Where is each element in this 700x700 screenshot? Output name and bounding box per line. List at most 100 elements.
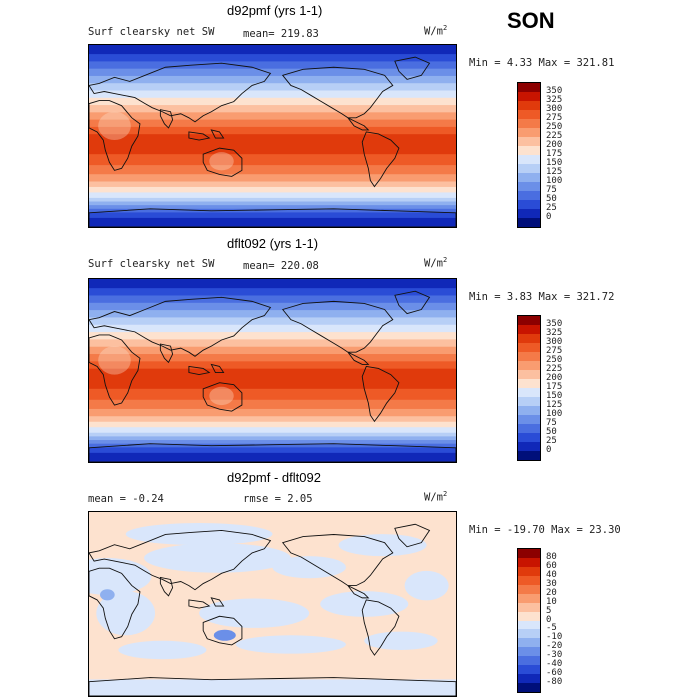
panel-1-title: d92pmf (yrs 1-1): [227, 3, 323, 18]
colorbar-tick-label: 20: [546, 587, 557, 598]
panel-3-map: [88, 511, 457, 697]
colorbar-swatch: [518, 584, 540, 594]
panel-3-mean: mean = -0.24: [88, 493, 164, 505]
panel-2-map: [88, 278, 457, 463]
colorbar-swatch: [518, 191, 540, 200]
colorbar-tick-label: 25: [546, 436, 557, 446]
colorbar-swatch: [518, 110, 540, 119]
colorbar-tick-label: 60: [546, 560, 557, 571]
colorbar-swatch: [518, 433, 540, 442]
colorbar-tick-label: 275: [546, 113, 563, 123]
colorbar-tick-label: -80: [546, 677, 563, 688]
colorbar-tick-label: 325: [546, 328, 563, 338]
panel-2-title: dflt092 (yrs 1-1): [227, 236, 319, 251]
colorbar-swatch: [518, 602, 540, 612]
colorbar-tick-label: 225: [546, 364, 563, 374]
colorbar-swatch: [518, 424, 540, 433]
colorbar-tick-label: 5: [546, 605, 552, 616]
colorbar-tick-label: 30: [546, 578, 557, 589]
colorbar-swatch: [518, 406, 540, 415]
colorbar-tick-label: 250: [546, 355, 563, 365]
colorbar-tick-label: 200: [546, 373, 563, 383]
colorbar-tick-label: 75: [546, 418, 557, 428]
panel-1-variable-label: Surf clearsky net SW: [88, 26, 215, 38]
colorbar-tick-label: -60: [546, 668, 563, 679]
colorbar-swatch: [518, 343, 540, 352]
panel-1-colorbar: [517, 82, 541, 228]
colorbar-tick-label: 0: [546, 614, 552, 625]
panel-1-minmax: Min = 4.33 Max = 321.81: [469, 57, 615, 69]
colorbar-tick-label: 100: [546, 409, 563, 419]
colorbar-swatch: [518, 200, 540, 209]
colorbar-tick-label: 150: [546, 391, 563, 401]
colorbar-swatch: [518, 128, 540, 137]
colorbar-tick-label: -5: [546, 623, 557, 634]
colorbar-swatch: [518, 334, 540, 343]
colorbar-swatch: [518, 557, 540, 567]
colorbar-tick-label: -40: [546, 659, 563, 670]
colorbar-tick-label: 75: [546, 185, 557, 195]
panel-1-mean: mean= 219.83: [243, 28, 319, 40]
panel-2-minmax: Min = 3.83 Max = 321.72: [469, 291, 615, 303]
colorbar-tick-label: 50: [546, 194, 557, 204]
colorbar-swatch: [518, 656, 540, 666]
colorbar-tick-label: 50: [546, 427, 557, 437]
colorbar-swatch: [518, 352, 540, 361]
colorbar-swatch: [518, 388, 540, 397]
colorbar-swatch: [518, 209, 540, 218]
colorbar-tick-label: 250: [546, 122, 563, 132]
colorbar-tick-label: 80: [546, 551, 557, 562]
panel-3-minmax: Min = -19.70 Max = 23.30: [469, 524, 621, 536]
colorbar-tick-label: 175: [546, 149, 563, 159]
colorbar-swatch: [518, 146, 540, 155]
colorbar-tick-label: 125: [546, 400, 563, 410]
colorbar-swatch: [518, 611, 540, 621]
colorbar-tick-label: -30: [546, 650, 563, 661]
colorbar-tick-label: 275: [546, 346, 563, 356]
panel-3-title: d92pmf - dflt092: [227, 470, 321, 485]
panel-3-units: W/m2: [424, 490, 448, 504]
colorbar-swatch: [518, 674, 540, 684]
colorbar-swatch: [518, 182, 540, 191]
colorbar-swatch: [518, 316, 540, 325]
colorbar-tick-label: 0: [546, 212, 552, 222]
panel-2-variable-label: Surf clearsky net SW: [88, 258, 215, 270]
panel-3-colorbar: [517, 548, 541, 693]
colorbar-swatch: [518, 665, 540, 675]
colorbar-swatch: [518, 361, 540, 370]
panel-1-map: [88, 44, 457, 228]
colorbar-tick-label: 10: [546, 596, 557, 607]
colorbar-swatch: [518, 647, 540, 657]
panel-2-colorbar: [517, 315, 541, 461]
colorbar-swatch: [518, 415, 540, 424]
colorbar-tick-label: 350: [546, 86, 563, 96]
colorbar-swatch: [518, 218, 540, 227]
colorbar-swatch: [518, 683, 540, 692]
colorbar-swatch: [518, 325, 540, 334]
colorbar-swatch: [518, 137, 540, 146]
colorbar-tick-label: 125: [546, 167, 563, 177]
colorbar-swatch: [518, 549, 540, 558]
colorbar-swatch: [518, 442, 540, 451]
colorbar-swatch: [518, 593, 540, 603]
colorbar-tick-label: 225: [546, 131, 563, 141]
colorbar-tick-label: -20: [546, 641, 563, 652]
colorbar-tick-label: 300: [546, 104, 563, 114]
colorbar-swatch: [518, 575, 540, 585]
colorbar-tick-label: 175: [546, 382, 563, 392]
panel-1-units: W/m2: [424, 24, 448, 38]
colorbar-tick-label: 300: [546, 337, 563, 347]
panel-3-rmse: rmse = 2.05: [243, 493, 313, 505]
season-label: SON: [507, 8, 555, 33]
panel-2-mean: mean= 220.08: [243, 260, 319, 272]
colorbar-swatch: [518, 92, 540, 101]
colorbar-tick-label: 325: [546, 95, 563, 105]
colorbar-swatch: [518, 629, 540, 639]
colorbar-tick-label: 25: [546, 203, 557, 213]
colorbar-tick-label: -10: [546, 632, 563, 643]
colorbar-swatch: [518, 566, 540, 576]
colorbar-swatch: [518, 379, 540, 388]
colorbar-swatch: [518, 451, 540, 460]
colorbar-swatch: [518, 164, 540, 173]
colorbar-swatch: [518, 155, 540, 164]
